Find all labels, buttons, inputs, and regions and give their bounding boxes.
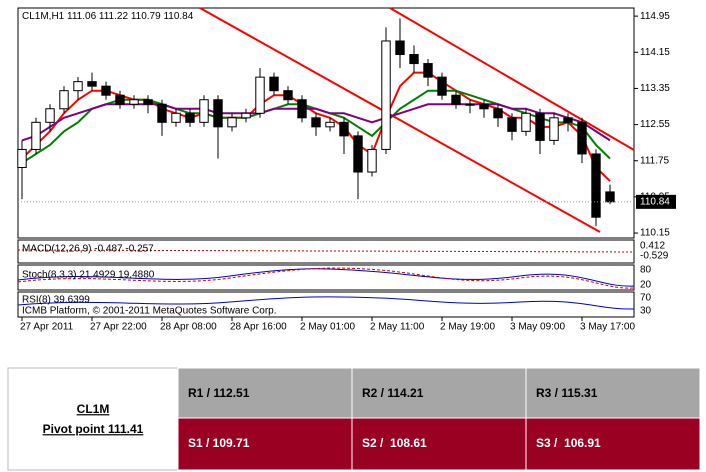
candle-body — [227, 117, 237, 128]
indicator-label: RSI(8) 39.6399 — [22, 295, 90, 306]
candle-body — [241, 112, 251, 119]
candle-body — [17, 148, 27, 169]
pivot-point: Pivot point 111.41 — [43, 422, 144, 436]
candle-body — [409, 54, 419, 65]
indicator-scale: 30 — [640, 306, 652, 317]
candle-body — [115, 94, 125, 105]
y-tick-label: 114.95 — [640, 11, 670, 22]
candle-body — [185, 112, 195, 123]
close: 110.84 — [163, 11, 193, 22]
y-tick-label: 111.75 — [640, 155, 670, 166]
chart-header: CL1M,H1 111.06 111.22 110.79 110.84 — [22, 11, 194, 22]
candle-body — [31, 121, 41, 150]
candle-body — [311, 117, 321, 128]
low: 110.79 — [131, 11, 161, 22]
candle-body — [59, 90, 69, 110]
candle-body — [381, 40, 391, 150]
y-tick-label: 110.15 — [640, 228, 670, 239]
candle-body — [535, 112, 545, 141]
indicator-scale: -0.529 — [640, 251, 669, 262]
candle-body — [283, 90, 293, 101]
candle-body — [199, 99, 209, 123]
price-tag-label: 110.84 — [640, 196, 670, 207]
support: S2 / 108.61 — [362, 436, 427, 450]
rsi-panel — [17, 291, 635, 318]
stoch-line — [17, 268, 635, 287]
resistance-row — [177, 367, 701, 419]
candle-body — [507, 117, 517, 132]
candle-body — [549, 117, 559, 141]
candle-body — [73, 81, 83, 92]
pivot-table: CL1M Pivot point 111.41 R1 / 112.51 R2 /… — [7, 367, 701, 471]
candle-body — [87, 81, 97, 87]
channel-line — [199, 7, 601, 233]
candle-body — [521, 112, 531, 132]
candle-body — [297, 99, 307, 119]
x-tick-label: 27 Apr 22:00 — [90, 322, 147, 333]
indicator-scale: 0.412 — [640, 241, 665, 252]
candle-body — [605, 191, 615, 203]
resistance: R3 / 115.31 — [536, 386, 598, 400]
candle-body — [213, 99, 223, 128]
candle-body — [129, 99, 139, 105]
indicator-scale: 20 — [640, 280, 652, 291]
channel-line — [389, 7, 635, 151]
candle-body — [563, 117, 573, 123]
x-tick-label: 2 May 19:00 — [440, 322, 495, 333]
y-tick-label: 114.15 — [640, 47, 670, 58]
y-tick-label: 112.55 — [640, 119, 670, 130]
macd-line — [17, 249, 635, 253]
candle-body — [143, 99, 153, 105]
high: 111.22 — [99, 11, 129, 22]
indicator-scale: 70 — [640, 293, 652, 304]
copyright: ICMB Platform, © 2001-2011 MetaQuotes So… — [22, 306, 277, 317]
candle-body — [465, 103, 475, 106]
stoch-signal — [17, 267, 635, 289]
candle-body — [269, 76, 279, 92]
candle-body — [577, 121, 587, 155]
symbol-cell — [7, 367, 179, 471]
y-tick-label: 113.35 — [640, 83, 670, 94]
candle-body — [395, 40, 405, 56]
candle-body — [339, 121, 349, 137]
indicator-scale: 80 — [640, 265, 652, 276]
symbol: CL1M,H1 — [22, 11, 65, 22]
candle-body — [591, 153, 601, 218]
candle-body — [367, 148, 377, 173]
x-tick-label: 27 Apr 2011 — [20, 322, 74, 333]
table-symbol: CL1M — [77, 402, 110, 416]
resistance: R1 / 112.51 — [188, 386, 250, 400]
candle-body — [423, 63, 433, 78]
price-tag — [636, 194, 676, 209]
candle-body — [479, 103, 489, 110]
x-tick-label: 28 Apr 08:00 — [160, 322, 217, 333]
candle-body — [437, 76, 447, 96]
x-tick-label: 2 May 01:00 — [300, 322, 355, 333]
support: S1 / 109.71 — [188, 436, 250, 450]
support: S3 / 106.91 — [536, 436, 601, 450]
candle-body — [45, 108, 55, 123]
indicator-label: MACD(12,26,9) -0.487 -0.257 — [22, 244, 154, 255]
candle-body — [101, 85, 111, 96]
resistance: R2 / 114.21 — [362, 386, 424, 400]
indicator-label: Stoch(8,3,3) 21.4929 19.4880 — [22, 270, 155, 281]
candle-body — [451, 94, 461, 105]
x-tick-label: 3 May 09:00 — [510, 322, 565, 333]
candle-body — [255, 76, 265, 114]
candle-body — [171, 112, 181, 123]
x-tick-label: 2 May 11:00 — [370, 322, 425, 333]
x-tick-label: 28 Apr 16:00 — [230, 322, 287, 333]
open: 111.06 — [67, 11, 97, 22]
x-tick-label: 3 May 17:00 — [580, 322, 635, 333]
candle-body — [493, 108, 503, 119]
candle-body — [157, 103, 167, 123]
rsi-line — [17, 296, 635, 310]
support-row — [177, 417, 701, 471]
candle-body — [353, 135, 363, 173]
candle-body — [325, 121, 335, 128]
